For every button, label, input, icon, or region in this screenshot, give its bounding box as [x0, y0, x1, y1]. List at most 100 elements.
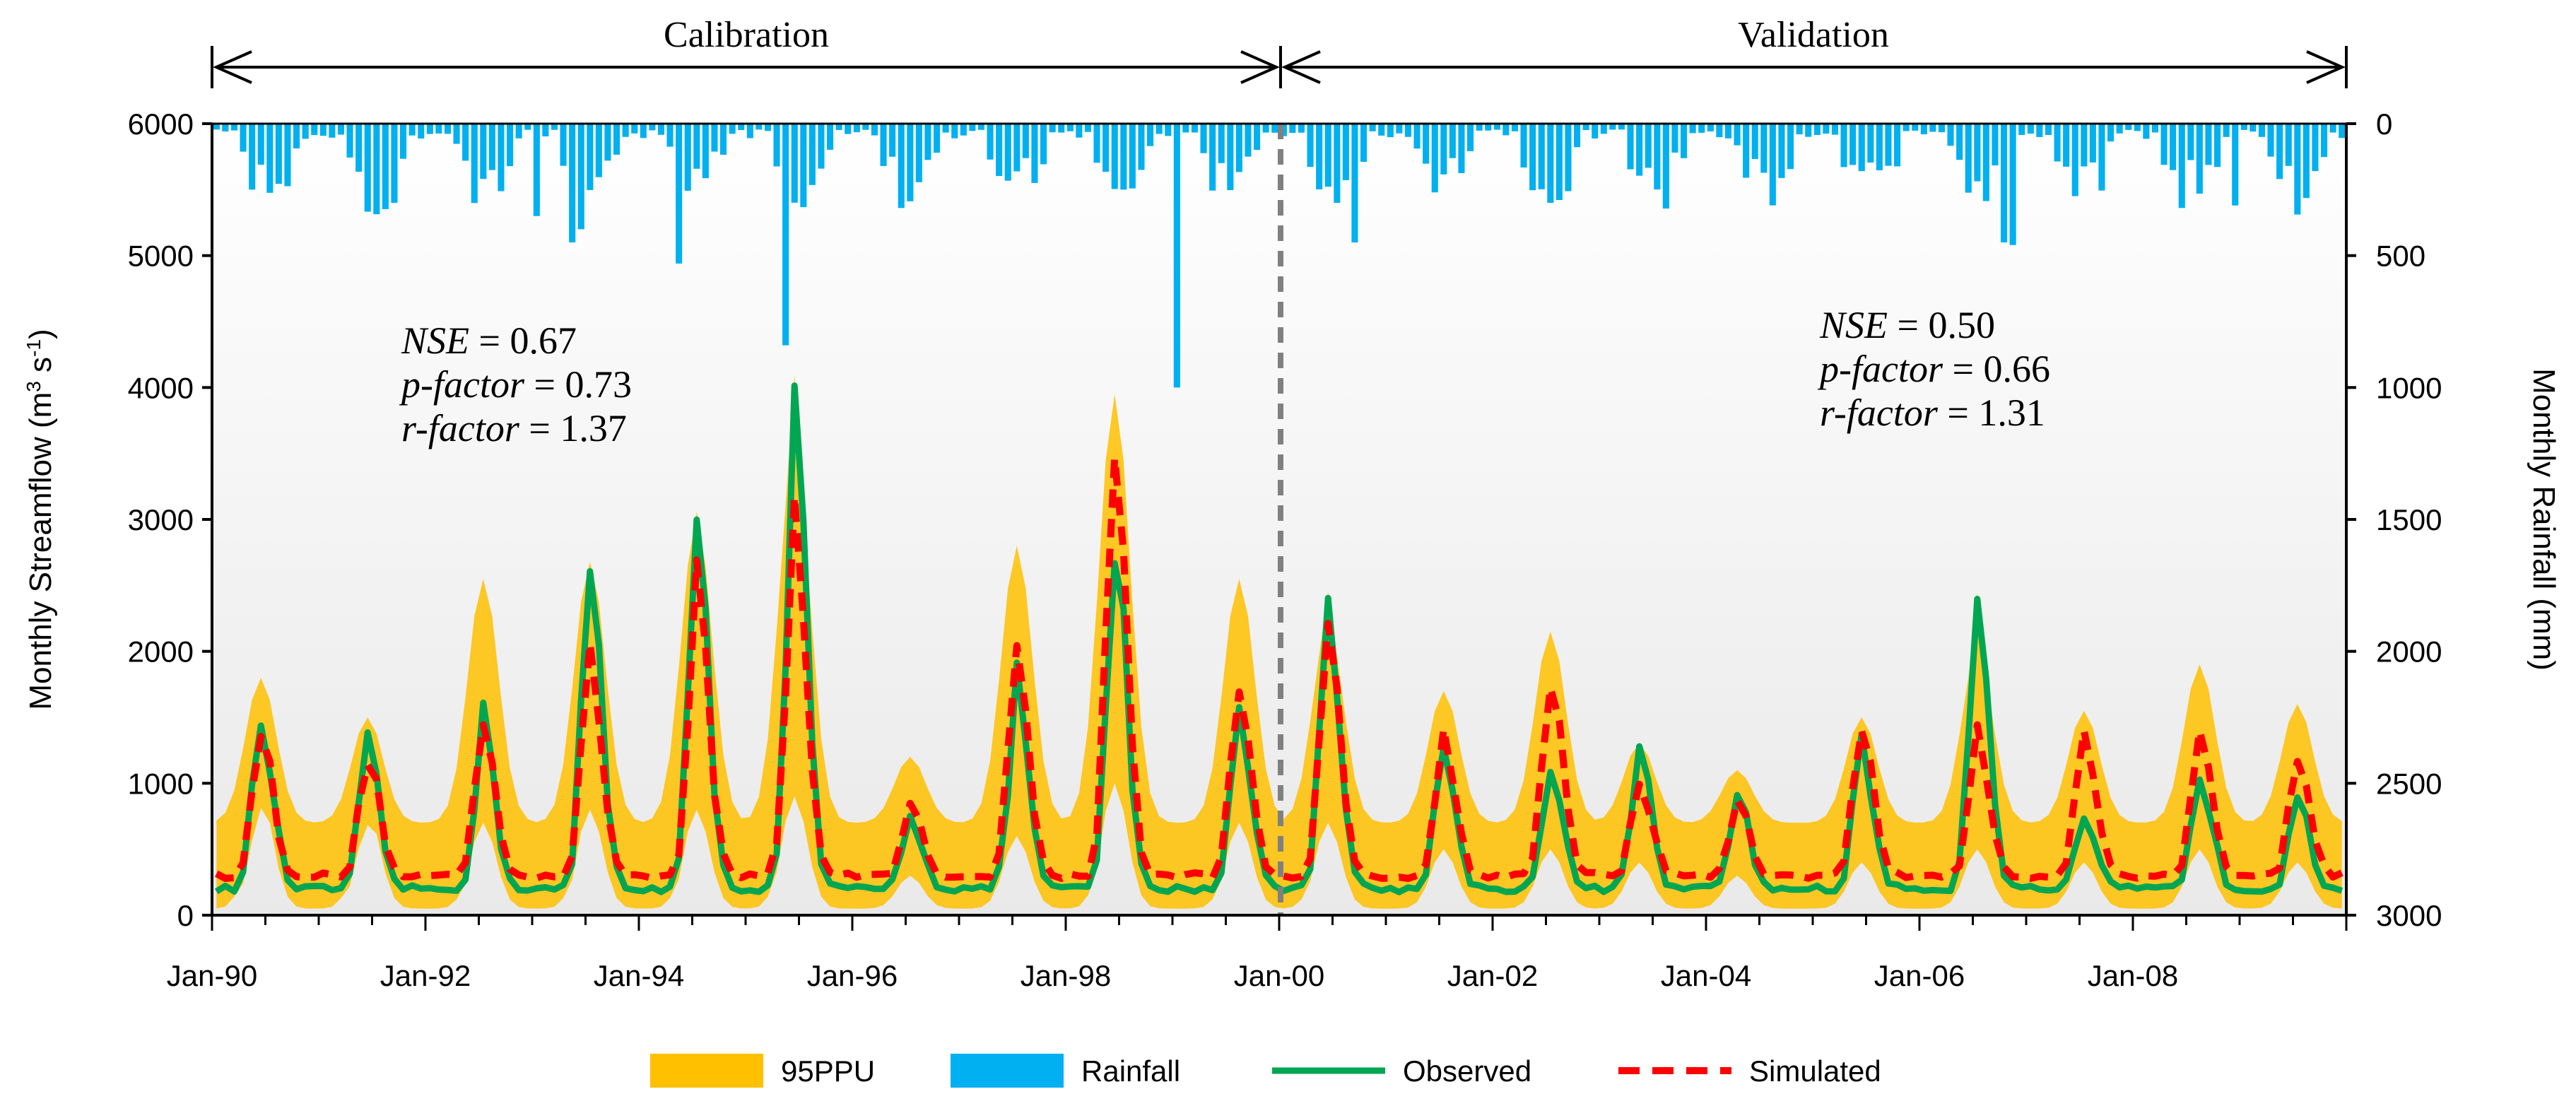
rainfall-bar — [382, 124, 389, 209]
stat-line: NSE = 0.50 — [1819, 304, 1995, 346]
rainfall-bar — [355, 124, 363, 172]
rainfall-bar — [524, 124, 531, 130]
rainfall-bar — [871, 124, 878, 136]
rainfall-bar — [1334, 124, 1341, 203]
rainfall-bar — [1004, 124, 1011, 181]
legend-label: 95PPU — [781, 1054, 875, 1088]
x-tick-label: Jan-98 — [1021, 959, 1111, 992]
left-tick-label: 0 — [177, 899, 194, 932]
stat-line: r-factor = 1.31 — [1820, 392, 2045, 434]
rainfall-bar — [1049, 124, 1056, 133]
rainfall-bar — [1671, 124, 1678, 153]
legend-swatch-bar — [951, 1054, 1064, 1088]
rainfall-bar — [1235, 124, 1242, 172]
legend-label: Rainfall — [1081, 1054, 1180, 1088]
stat-line: p-factor = 0.66 — [1817, 348, 2050, 390]
legend-swatch-band — [650, 1054, 763, 1088]
rainfall-bar — [542, 124, 549, 136]
rainfall-bar — [488, 124, 495, 170]
rainfall-bar — [577, 124, 584, 230]
rainfall-bar — [1387, 124, 1394, 138]
rainfall-bar — [1316, 124, 1323, 189]
rainfall-bar — [702, 124, 709, 179]
rainfall-bar — [1360, 124, 1368, 162]
rainfall-bar — [1743, 124, 1750, 178]
rainfall-bar — [960, 124, 967, 136]
right-tick-label: 0 — [2376, 107, 2392, 141]
rainfall-bar — [230, 124, 237, 131]
rainfall-bar — [1689, 124, 1696, 134]
rainfall-bar — [2214, 124, 2221, 167]
rainfall-bar — [1280, 124, 1287, 136]
rainfall-bar — [711, 124, 718, 152]
rainfall-bar — [845, 124, 852, 134]
rainfall-bar — [746, 124, 753, 139]
rainfall-bar — [800, 124, 807, 208]
rainfall-bar — [1555, 124, 1563, 200]
rainfall-bar — [764, 124, 771, 131]
rainfall-bar — [2223, 124, 2230, 137]
rainfall-bar — [2339, 124, 2346, 139]
rainfall-bar — [2205, 124, 2212, 165]
rainfall-bar — [1404, 124, 1411, 137]
rainfall-bar — [1254, 124, 1261, 151]
rainfall-bar — [622, 124, 629, 137]
rainfall-bar — [1565, 124, 1572, 192]
right-tick-label: 2500 — [2376, 767, 2442, 800]
rainfall-bar — [507, 124, 514, 167]
rainfall-bar — [1609, 124, 1616, 130]
rainfall-bar — [1324, 124, 1331, 187]
rainfall-bar — [1289, 124, 1296, 133]
rainfall-bar — [862, 124, 869, 130]
left-tick-label: 1000 — [128, 767, 194, 800]
rainfall-bar — [1182, 124, 1189, 133]
rainfall-bar — [738, 124, 745, 130]
rainfall-bar — [1645, 124, 1652, 168]
rainfall-bar — [1493, 124, 1500, 130]
rainfall-bar — [1227, 124, 1234, 190]
rainfall-bar — [2107, 124, 2115, 142]
rainfall-bar — [1298, 124, 1305, 133]
rainfall-bar — [1627, 124, 1634, 170]
right-tick-label: 1000 — [2376, 371, 2442, 404]
rainfall-bar — [1342, 124, 1349, 180]
rainfall-bar — [1138, 124, 1145, 170]
rainfall-bar — [364, 124, 371, 212]
left-axis-title: Monthly Streamflow (m3 s-1) — [23, 329, 59, 710]
rainfall-bar — [1769, 124, 1776, 206]
rainfall-bar — [782, 124, 789, 346]
rainfall-bar — [249, 124, 256, 190]
rainfall-bar — [1413, 124, 1421, 149]
rainfall-bar — [729, 124, 736, 134]
rainfall-bar — [977, 124, 984, 130]
x-tick-label: Jan-02 — [1447, 959, 1538, 992]
rainfall-bar — [2294, 124, 2301, 215]
rainfall-bar — [1858, 124, 1865, 172]
rainfall-bar — [1093, 124, 1100, 163]
period-label: Calibration — [664, 15, 829, 55]
left-tick-label: 4000 — [128, 371, 194, 404]
rainfall-bar — [915, 124, 922, 182]
rainfall-bar — [996, 124, 1003, 176]
simulated-line — [214, 454, 2343, 882]
rainfall-bar — [818, 124, 825, 169]
rainfall-bar — [1912, 124, 1919, 131]
rainfall-bar — [1867, 124, 1874, 163]
left-tick-label: 6000 — [128, 107, 194, 141]
rainfall-bar — [755, 124, 763, 130]
rainfall-bar — [1209, 124, 1216, 191]
rainfall-bar — [1351, 124, 1358, 242]
rainfall-bar — [631, 124, 638, 134]
rainfall-bar — [418, 124, 425, 139]
rainfall-bar — [613, 124, 621, 155]
rainfall-bar — [2018, 124, 2025, 135]
rainfall-bar — [2081, 124, 2088, 167]
rainfall-bar — [1982, 124, 1989, 201]
rainfall-bar — [1662, 124, 1669, 209]
rainfall-bar — [498, 124, 505, 192]
rainfall-bar — [266, 124, 274, 193]
rainfall-bar — [898, 124, 905, 208]
rainfall-bar — [1707, 124, 1714, 131]
rainfall-bar — [2240, 124, 2247, 130]
